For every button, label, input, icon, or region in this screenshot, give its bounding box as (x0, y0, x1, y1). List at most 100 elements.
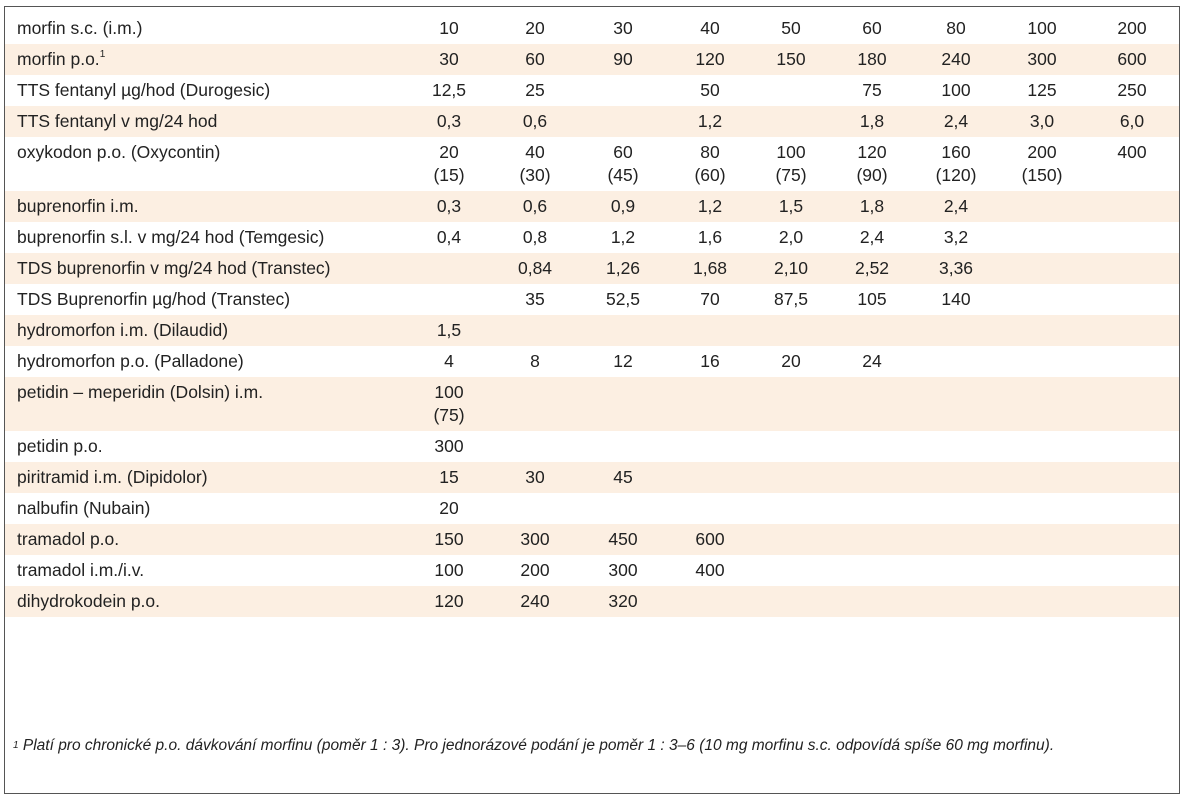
dose-value: 1,6 (697, 227, 723, 247)
dose-value: 80 (700, 142, 720, 162)
dose-value: 100 (776, 142, 806, 162)
value-cell: 0,9 (577, 191, 669, 222)
value-cell (751, 493, 831, 524)
value-cell: 4 (405, 346, 493, 377)
value-cell (999, 315, 1085, 346)
row-label: hydromorfon p.o. (Palladone) (17, 351, 244, 371)
row-label-cell: buprenorfin s.l. v mg/24 hod (Temgesic) (5, 222, 405, 253)
dose-value: 25 (525, 80, 545, 100)
value-cell: 600 (669, 524, 751, 555)
dose-subvalue: (45) (607, 165, 639, 185)
value-cell: 2,52 (831, 253, 913, 284)
dose-subvalue (669, 381, 751, 404)
value-cell (1085, 315, 1179, 346)
value-cell (831, 555, 913, 586)
dose-value: 0,3 (436, 196, 462, 216)
dose-value: 320 (608, 591, 638, 611)
dose-subvalue (577, 381, 669, 404)
dose-value: 0,3 (436, 111, 462, 131)
value-cell: 2,4 (913, 106, 999, 137)
dose-subvalue: (60) (694, 165, 726, 185)
dose-value: 1,68 (692, 258, 728, 278)
dose-value: 60 (525, 49, 545, 69)
dose-value: 450 (608, 529, 638, 549)
value-cell (751, 462, 831, 493)
dose-value: 10 (439, 18, 459, 38)
table-row: nalbufin (Nubain) 20 (5, 493, 1179, 524)
value-cell (577, 377, 669, 431)
row-label: hydromorfon i.m. (Dilaudid) (17, 320, 229, 340)
value-cell (751, 315, 831, 346)
table-row: TDS buprenorfin v mg/24 hod (Transtec) 0,… (5, 253, 1179, 284)
dose-value: 100 (434, 560, 464, 580)
table-row: petidin – meperidin (Dolsin) i.m. 100 (75) (5, 377, 1179, 431)
dose-value: 1,8 (859, 111, 885, 131)
value-cell: 320 (577, 586, 669, 617)
table-row: tramadol p.o. 150 300 450 600 (5, 524, 1179, 555)
value-cell (1085, 284, 1179, 315)
dose-value: 240 (941, 49, 971, 69)
value-cell (1085, 493, 1179, 524)
value-cell: 3,36 (913, 253, 999, 284)
value-cell: 100 (999, 13, 1085, 44)
value-cell: 90 (577, 44, 669, 75)
table-row: morfin s.c. (i.m.) 10 20 30 40 50 60 80 100 200 (5, 13, 1179, 44)
dose-value: 40 (700, 18, 720, 38)
value-cell (669, 493, 751, 524)
value-cell: 2,4 (913, 191, 999, 222)
value-cell: 2,4 (831, 222, 913, 253)
row-label: buprenorfin i.m. (17, 196, 139, 216)
table-row: petidin p.o. 300 (5, 431, 1179, 462)
dose-subvalue (831, 381, 913, 404)
value-cell (831, 493, 913, 524)
value-cell (751, 431, 831, 462)
value-cell: 160 (120) (913, 137, 999, 191)
value-cell (1085, 462, 1179, 493)
value-cell (1085, 524, 1179, 555)
value-cell (913, 431, 999, 462)
row-label: tramadol i.m./i.v. (17, 560, 145, 580)
value-cell: 30 (405, 44, 493, 75)
dose-value: 120 (695, 49, 725, 69)
dose-value: 400 (1117, 142, 1147, 162)
value-cell (577, 75, 669, 106)
dose-subvalue: (90) (856, 165, 888, 185)
row-label: oxykodon p.o. (Oxycontin) (17, 142, 221, 162)
dose-value: 1,2 (697, 196, 723, 216)
value-cell: 0,3 (405, 191, 493, 222)
value-cell (999, 555, 1085, 586)
dose-subvalue (1085, 164, 1179, 187)
value-cell: 10 (405, 13, 493, 44)
dose-value: 75 (862, 80, 882, 100)
value-cell (831, 524, 913, 555)
value-cell (831, 431, 913, 462)
row-label-cell: TDS buprenorfin v mg/24 hod (Transtec) (5, 253, 405, 284)
value-cell: 200 (493, 555, 577, 586)
row-label-cell: hydromorfon i.m. (Dilaudid) (5, 315, 405, 346)
value-cell (493, 377, 577, 431)
row-label-cell: tramadol p.o. (5, 524, 405, 555)
dose-value: 200 (1117, 18, 1147, 38)
row-label-cell: tramadol i.m./i.v. (5, 555, 405, 586)
value-cell (913, 377, 999, 431)
dose-subvalue (999, 381, 1085, 404)
row-label: petidin – meperidin (Dolsin) i.m. (17, 382, 264, 402)
value-cell (751, 106, 831, 137)
dose-value: 600 (1117, 49, 1147, 69)
dose-subvalue (1085, 381, 1179, 404)
value-cell (1085, 377, 1179, 431)
row-label-cell: petidin p.o. (5, 431, 405, 462)
dose-value: 2,4 (859, 227, 885, 247)
value-cell: 6,0 (1085, 106, 1179, 137)
value-cell (913, 315, 999, 346)
value-cell: 300 (405, 431, 493, 462)
value-cell: 105 (831, 284, 913, 315)
value-cell: 120 (669, 44, 751, 75)
dose-value: 250 (1117, 80, 1147, 100)
value-cell: 140 (913, 284, 999, 315)
value-cell (913, 346, 999, 377)
opioid-equivalence-table: morfin s.c. (i.m.) 10 20 30 40 50 60 80 100 200 mo… (5, 13, 1179, 617)
dose-value: 180 (857, 49, 887, 69)
dose-value: 24 (862, 351, 882, 371)
value-cell: 0,6 (493, 191, 577, 222)
